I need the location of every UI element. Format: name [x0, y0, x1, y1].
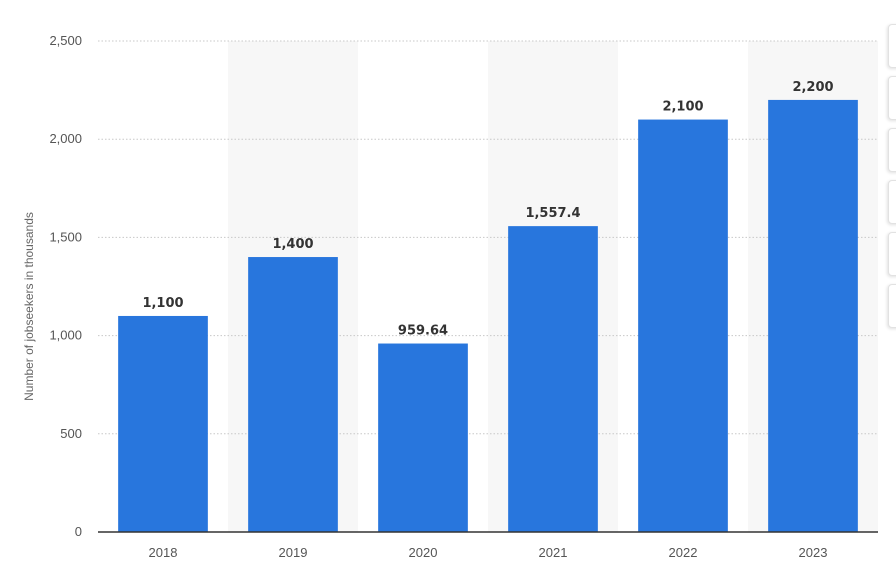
- y-tick-labels: 0 500 1,000 1,500 2,000 2,500: [49, 33, 82, 539]
- x-tick-label: 2020: [409, 545, 438, 560]
- bar[interactable]: [248, 257, 338, 532]
- x-tick-labels: 2018 2019 2020 2021 2022 2023: [149, 545, 828, 560]
- x-tick-label: 2018: [149, 545, 178, 560]
- x-tick-label: 2023: [799, 545, 828, 560]
- bar[interactable]: [378, 343, 468, 532]
- side-toolbar-tab[interactable]: [888, 232, 896, 276]
- gridlines: [98, 40, 878, 435]
- y-tick-label: 1,500: [49, 229, 82, 244]
- side-toolbar-tab[interactable]: [888, 24, 896, 68]
- y-tick-label: 0: [75, 524, 82, 539]
- side-toolbar-tab[interactable]: [888, 284, 896, 328]
- side-toolbar-tab[interactable]: [888, 76, 896, 120]
- y-tick-label: 2,000: [49, 131, 82, 146]
- data-labels: 1,100 1,400 959.64 1,557.4 2,100 2,200: [142, 80, 833, 339]
- bar-value-label: 1,557.4: [525, 206, 580, 221]
- y-tick-label: 2,500: [49, 33, 82, 48]
- x-tick-label: 2021: [539, 545, 568, 560]
- x-tick-label: 2019: [279, 545, 308, 560]
- bar-value-label: 2,100: [662, 100, 703, 115]
- bar[interactable]: [768, 99, 858, 533]
- bars: [118, 99, 858, 533]
- bar-value-label: 1,100: [142, 296, 183, 311]
- side-toolbar-tab[interactable]: [888, 128, 896, 172]
- bar-value-label: 959.64: [398, 324, 448, 339]
- y-tick-label: 500: [60, 426, 82, 441]
- y-axis-label: Number of jobseekers in thousands: [22, 212, 36, 401]
- bar-value-label: 2,200: [792, 80, 833, 95]
- y-tick-label: 1,000: [49, 328, 82, 343]
- bar[interactable]: [508, 226, 598, 532]
- x-tick-label: 2022: [669, 545, 698, 560]
- bar[interactable]: [118, 315, 208, 532]
- side-toolbar-tab[interactable]: [888, 180, 896, 224]
- bar[interactable]: [638, 119, 728, 532]
- bar-value-label: 1,400: [272, 237, 313, 252]
